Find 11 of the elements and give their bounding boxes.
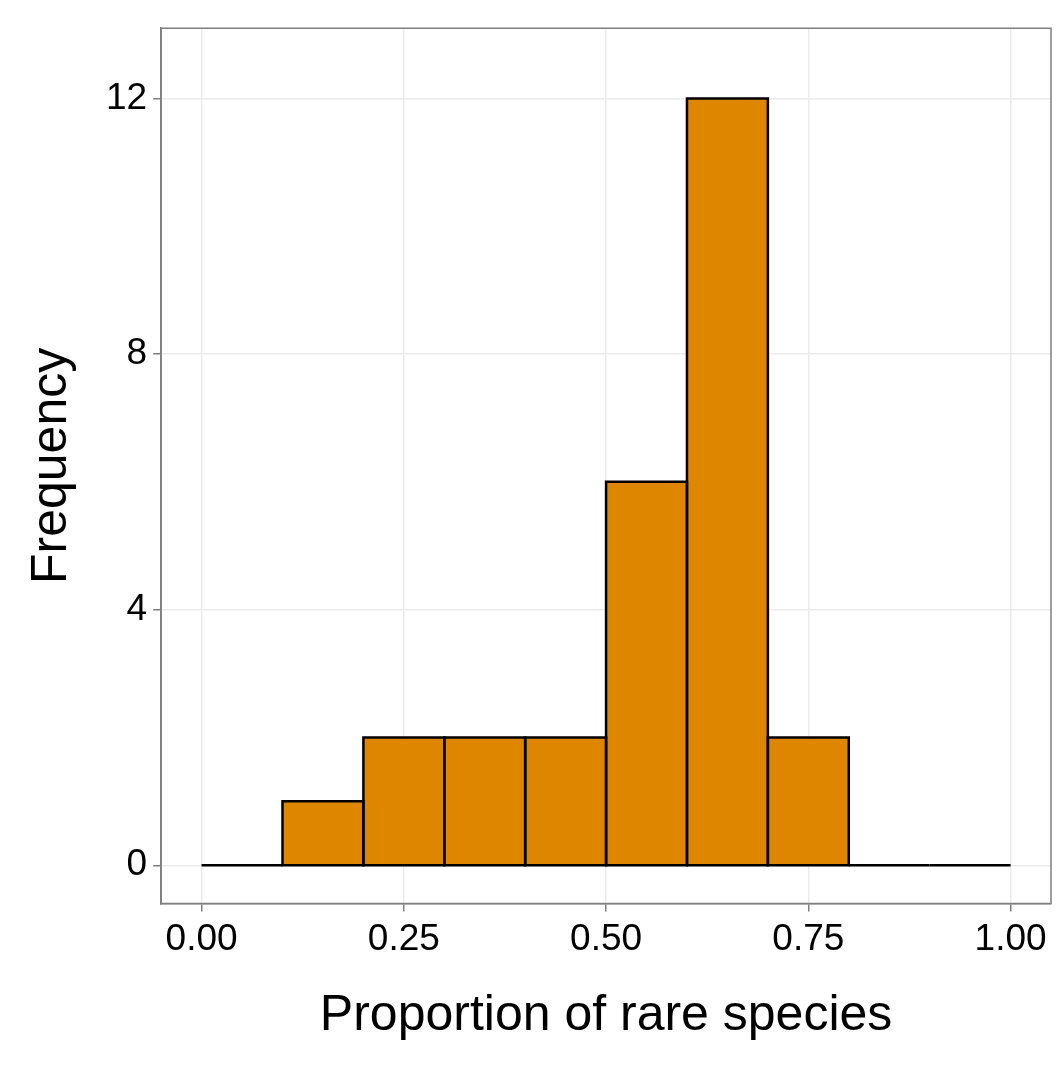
y-tick-label: 8: [126, 331, 148, 373]
x-tick-label: 0.25: [367, 917, 440, 958]
y-tick-label: 0: [126, 842, 148, 884]
x-tick-label: 0.75: [772, 917, 845, 958]
y-axis-title: Frequency: [20, 347, 77, 585]
y-tick-label: 12: [106, 75, 148, 117]
y-tick-label: 4: [126, 586, 148, 628]
x-tick-label: 1.00: [974, 917, 1047, 958]
x-axis-title: Proportion of rare species: [319, 984, 893, 1041]
x-tick-label: 0.50: [570, 917, 643, 958]
x-tick-label: 0.00: [165, 917, 238, 958]
